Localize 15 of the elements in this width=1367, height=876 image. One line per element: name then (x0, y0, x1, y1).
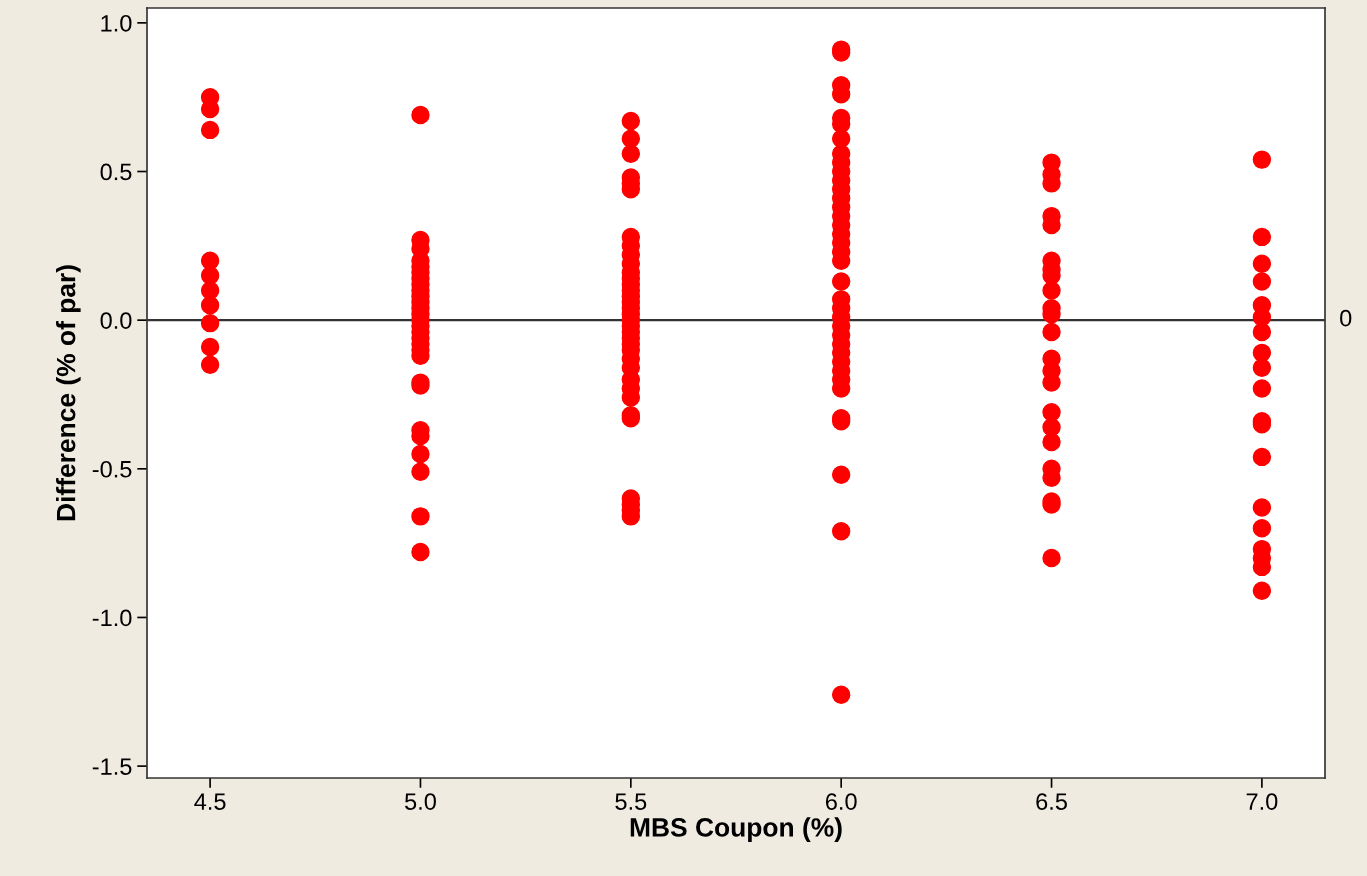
x-tick-label: 5.0 (405, 793, 436, 810)
x-tick-label: 6.0 (825, 793, 857, 810)
x-tick-label: 4.5 (194, 793, 226, 810)
y-tick-label: -1.0 (92, 609, 132, 627)
x-axis-title: MBS Coupon (%) (630, 817, 842, 842)
x-tick-label: 6.5 (1036, 793, 1067, 810)
y-tick-label: 0.5 (100, 163, 132, 181)
y-tick-label: 0.0 (100, 312, 132, 329)
y-tick-label: 1.0 (101, 14, 132, 32)
y-axis-title: Difference (% of par) (56, 265, 81, 521)
x-tick-label: 7.0 (1246, 793, 1278, 810)
y-tick-label: -1.5 (92, 758, 132, 775)
y-tick-label: -0.5 (92, 460, 132, 478)
ref-line-label: 0 (1340, 309, 1352, 327)
x-tick-label: 5.5 (615, 793, 647, 810)
